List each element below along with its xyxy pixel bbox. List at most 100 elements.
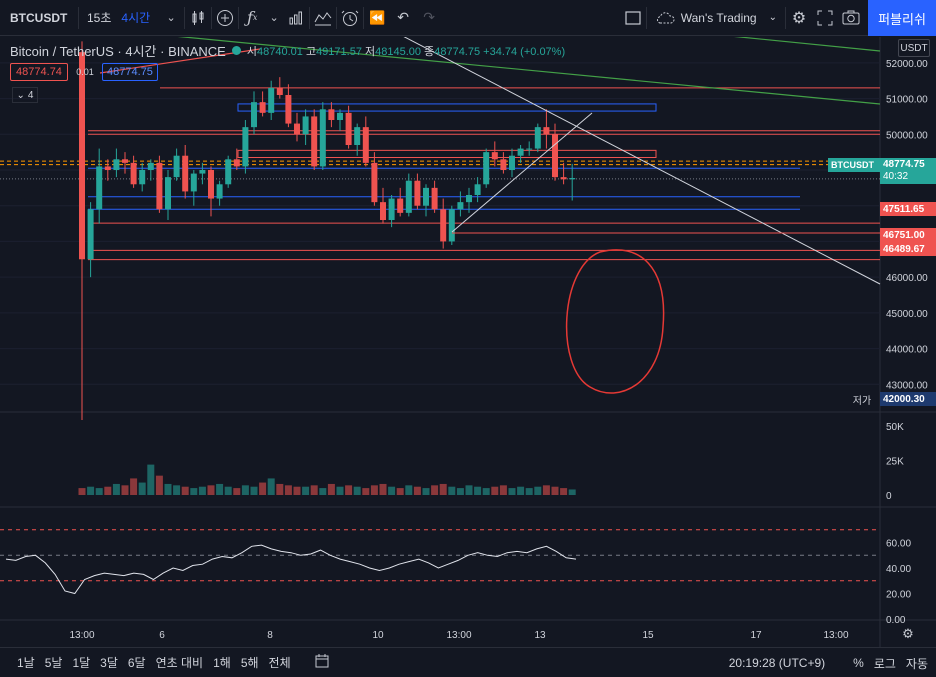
candle-body	[569, 178, 576, 180]
toolbar-divider	[184, 6, 186, 29]
volume-bar	[525, 488, 533, 495]
auto-scale-button[interactable]: 자동	[905, 656, 928, 671]
toolbar-divider	[645, 6, 647, 29]
volume-bar	[370, 485, 378, 495]
templates-icon[interactable]	[310, 0, 336, 36]
market-open-dot-icon	[231, 46, 241, 55]
candle-body	[147, 162, 154, 170]
volume-bar	[345, 485, 353, 495]
snapshot-camera-icon[interactable]	[838, 0, 864, 36]
volume-bar	[499, 485, 507, 495]
candle-body	[285, 95, 292, 124]
indicators-collapse-button[interactable]: ⌄ 4	[12, 87, 38, 103]
volume-bar	[439, 483, 447, 495]
candle-body	[251, 102, 257, 128]
candle-body	[491, 152, 498, 160]
layout-chevron-icon: ⌄	[768, 12, 777, 23]
publish-button[interactable]: 퍼블리쉬	[868, 0, 936, 36]
volume-bar	[267, 478, 275, 495]
range-button-5[interactable]: 연초 대비	[155, 656, 204, 670]
redo-icon[interactable]: ↷	[423, 9, 436, 25]
range-button-3[interactable]: 3달	[100, 656, 118, 670]
range-button-6[interactable]: 1해	[213, 656, 231, 670]
percent-scale-button[interactable]: %	[853, 656, 864, 670]
candle-body	[216, 184, 223, 199]
candle-body	[466, 195, 472, 203]
buy-button[interactable]: 48774.75	[102, 63, 158, 81]
volume-bar	[310, 485, 318, 495]
level-3-value: 46489.67	[883, 243, 925, 255]
toolbar-divider	[211, 6, 213, 29]
symbol-price-tag: BTCUSDT	[828, 158, 880, 172]
range-button-0[interactable]: 1날	[17, 656, 35, 670]
range-button-8[interactable]: 전체	[268, 656, 291, 670]
alert-clock-icon[interactable]	[337, 0, 363, 36]
replay-rewind-icon[interactable]: ⏪	[369, 9, 386, 25]
legend-close-label: 종	[424, 45, 435, 58]
volume-bar	[173, 485, 181, 495]
layout-selector-button[interactable]: Wan's Trading ⌄	[647, 0, 785, 36]
range-button-2[interactable]: 1달	[72, 656, 91, 670]
chart-area[interactable]: 52000.0051000.0050000.0049000.0048000.00…	[0, 37, 936, 647]
bottom-toolbar: 1날 5날 1달 3달 6달 연초 대비 1해 5해 전체 20:19:28 (UTC+9) %…	[0, 647, 936, 677]
log-scale-button[interactable]: 로그	[873, 656, 896, 671]
interval-dropdown-chevron-icon[interactable]: ⌄	[166, 12, 176, 24]
hand-drawn-circle	[565, 249, 665, 394]
date-range-calendar-icon[interactable]	[310, 654, 334, 671]
interval-15s-label: 15초	[87, 11, 112, 25]
spread-value: 0.01	[74, 63, 96, 81]
chart-canvas[interactable]: 52000.0051000.0050000.0049000.0048000.00…	[0, 37, 936, 647]
fullscreen-window-icon[interactable]	[620, 0, 646, 36]
candle-body	[543, 127, 550, 135]
fullscreen-expand-icon[interactable]	[812, 0, 838, 36]
volume-bar	[198, 486, 206, 495]
range-button-7[interactable]: 5해	[240, 656, 259, 670]
candle-body	[156, 162, 163, 210]
rsi-line	[5, 544, 577, 595]
toolbar-divider	[238, 6, 240, 29]
range-button-4[interactable]: 6달	[127, 656, 146, 670]
candle-body	[242, 127, 249, 167]
indicators-chevron-icon[interactable]: ⌄	[269, 12, 279, 24]
publish-label: 퍼블리쉬	[878, 11, 926, 27]
legend-change-value: +34.74 (+0.07%)	[483, 45, 566, 58]
volume-bar	[405, 485, 413, 495]
range-button-1[interactable]: 5날	[44, 656, 63, 670]
legend-open-value: 48740.01	[256, 45, 303, 58]
financials-bar-icon[interactable]	[283, 0, 309, 36]
legend-title[interactable]: Bitcoin / TetherUS · 4시간 · BINANCE	[10, 44, 226, 59]
candle-body	[552, 134, 558, 178]
undo-icon[interactable]: ↶	[397, 9, 410, 25]
compare-add-icon[interactable]	[212, 0, 238, 36]
legend-open-label: 시	[246, 45, 257, 58]
settings-gear-icon[interactable]: ⚙	[791, 9, 807, 27]
clock-timezone-button[interactable]: 20:19:28 (UTC+9)	[728, 656, 826, 670]
volume-bar	[396, 488, 404, 495]
legend-ohlc: 시48740.01 고49171.57 저48145.00 종48774.75 …	[247, 43, 565, 59]
sell-button[interactable]: 48774.74	[10, 63, 68, 81]
symbol-search-button[interactable]: BTCUSDT	[0, 0, 78, 36]
interval-15s-button[interactable]: 15초	[79, 0, 119, 36]
rsi-tick-label: 0.00	[886, 615, 906, 626]
axis-settings-gear-icon[interactable]: ⚙	[902, 626, 914, 641]
volume-bar	[181, 486, 189, 495]
candle-body	[500, 159, 507, 170]
legend-close-value: 48774.75	[434, 45, 481, 58]
candle-body	[371, 162, 378, 203]
candle-body	[405, 180, 412, 213]
candle-body	[319, 109, 326, 167]
candle-body	[233, 159, 240, 167]
price-tick-label: 51000.00	[886, 95, 928, 106]
candle-body	[448, 209, 455, 242]
interval-4h-button[interactable]: 4시간	[119, 0, 158, 36]
rsi-tick-label: 20.00	[886, 590, 911, 601]
candle-body	[139, 170, 146, 185]
interval-4h-label: 4시간	[121, 11, 151, 25]
candle-style-icon[interactable]	[185, 0, 211, 36]
trend-line-green	[733, 37, 881, 52]
bottom-right-controls: 20:19:28 (UTC+9) % 로그 자동	[724, 648, 936, 677]
rsi-tick-label: 60.00	[886, 539, 911, 550]
candle-body	[96, 166, 103, 210]
currency-button[interactable]: USDT	[898, 39, 930, 57]
